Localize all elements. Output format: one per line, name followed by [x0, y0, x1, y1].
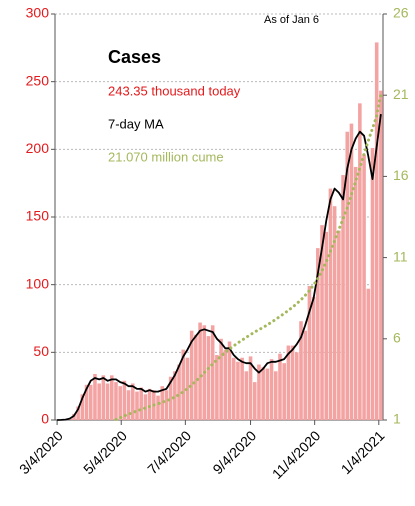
- bar: [341, 175, 345, 420]
- bar: [374, 42, 379, 421]
- y2-tick-label: 1: [393, 411, 401, 427]
- bar: [307, 286, 312, 420]
- bar: [311, 296, 316, 420]
- bar: [139, 387, 143, 420]
- bar: [156, 395, 160, 420]
- y-tick-label: 200: [26, 140, 50, 156]
- bar: [248, 356, 253, 420]
- bar: [97, 383, 101, 420]
- bar: [168, 376, 173, 420]
- as-of-label: As of Jan 6: [264, 14, 319, 26]
- bar: [299, 321, 303, 420]
- bar: [366, 288, 371, 420]
- bar: [88, 384, 93, 420]
- y-tick-label: 150: [26, 208, 50, 224]
- bar: [177, 364, 181, 420]
- x-tick-label: 1/4/2021: [338, 427, 388, 477]
- bar: [303, 330, 307, 420]
- y-tick-label: 0: [41, 411, 49, 427]
- bar: [227, 341, 232, 420]
- y2-tick-label: 21: [393, 86, 409, 102]
- bar: [324, 231, 329, 420]
- bar: [118, 386, 122, 420]
- bar: [345, 131, 350, 421]
- bar: [244, 371, 249, 420]
- bar: [273, 371, 278, 420]
- bar: [269, 359, 274, 420]
- bar: [160, 386, 165, 420]
- bar: [80, 394, 85, 420]
- bar: [337, 230, 341, 420]
- bar: [164, 390, 169, 420]
- bar: [126, 390, 131, 420]
- bar: [265, 368, 270, 420]
- bar: [370, 147, 375, 421]
- y-tick-label: 100: [26, 275, 50, 291]
- x-tick-label: 3/4/2020: [16, 427, 66, 477]
- bar: [236, 361, 240, 420]
- bar: [286, 345, 291, 420]
- bar: [215, 355, 219, 420]
- x-tick-label: 11/4/2020: [269, 427, 324, 482]
- bar: [185, 357, 190, 420]
- y2-tick-label: 6: [393, 330, 401, 346]
- bar: [240, 357, 244, 420]
- y2-tick-label: 11: [393, 248, 408, 264]
- bar: [349, 123, 354, 421]
- bar: [379, 90, 383, 421]
- bar: [101, 375, 106, 420]
- bar: [173, 371, 177, 420]
- bar: [109, 375, 114, 420]
- bar: [231, 357, 236, 420]
- bar: [290, 345, 295, 420]
- chart-title: Cases: [108, 47, 161, 67]
- bar: [76, 406, 80, 420]
- y2-tick-label: 26: [393, 5, 409, 21]
- bar: [257, 364, 261, 420]
- bar: [84, 384, 89, 420]
- x-tick-label: 7/4/2020: [144, 427, 194, 477]
- y-tick-label: 50: [33, 343, 49, 359]
- today-label: 243.35 thousand today: [108, 83, 241, 98]
- bar: [198, 322, 202, 420]
- x-tick-label: 5/4/2020: [80, 427, 130, 477]
- bar: [219, 338, 223, 420]
- ma-label: 7-day MA: [108, 116, 164, 131]
- x-tick-label: 9/4/2020: [209, 427, 259, 477]
- bar: [332, 206, 337, 420]
- ma-line: [57, 113, 382, 421]
- bar: [206, 336, 211, 420]
- y2-tick-label: 16: [393, 167, 409, 183]
- bar: [282, 363, 286, 420]
- bar: [252, 382, 257, 420]
- bar: [210, 325, 215, 420]
- bar: [131, 383, 135, 420]
- bar: [114, 382, 118, 420]
- bar: [122, 380, 127, 420]
- bar: [181, 349, 186, 420]
- bar: [194, 334, 198, 420]
- y-tick-label: 250: [26, 72, 50, 88]
- bar: [147, 388, 152, 420]
- bar: [189, 330, 194, 420]
- bar: [135, 391, 139, 420]
- bar: [295, 352, 299, 420]
- bar: [278, 353, 282, 420]
- bar: [362, 154, 366, 420]
- bar: [316, 248, 320, 420]
- bar: [358, 103, 362, 420]
- bar: [261, 367, 265, 420]
- bar: [353, 166, 358, 420]
- bar: [223, 349, 228, 420]
- y-tick-label: 300: [26, 5, 50, 21]
- bar: [93, 373, 97, 420]
- bar: [105, 383, 110, 420]
- cume-line: [114, 92, 383, 421]
- cume-label: 21.070 million cume: [108, 149, 224, 164]
- bar: [320, 225, 324, 420]
- bar: [328, 188, 333, 420]
